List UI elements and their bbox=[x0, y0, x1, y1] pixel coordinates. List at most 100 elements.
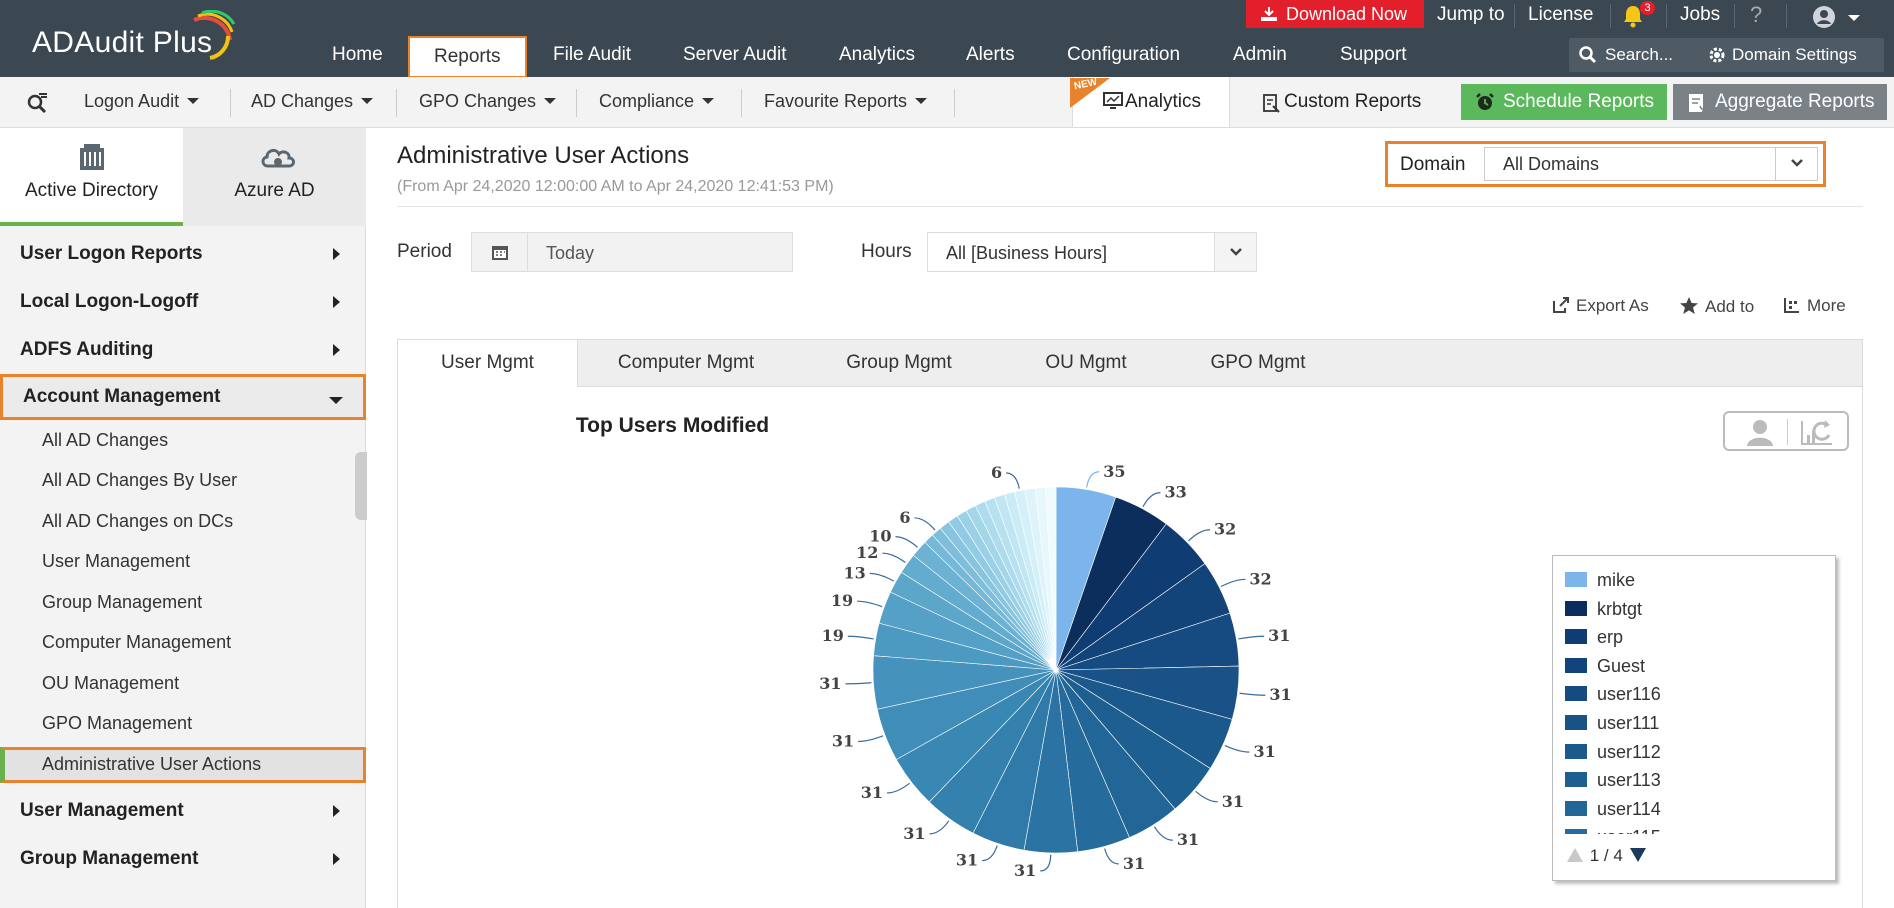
nav-home[interactable]: Home bbox=[332, 44, 383, 65]
sidebar-item-gpo-management[interactable]: GPO Management bbox=[42, 713, 193, 733]
sidebar-item-all-ad-changes-on-dcs[interactable]: All AD Changes on DCs bbox=[42, 511, 234, 531]
export-as-button[interactable]: Export As bbox=[1552, 296, 1649, 316]
user-view-icon[interactable] bbox=[1743, 418, 1777, 446]
nav-admin[interactable]: Admin bbox=[1233, 44, 1287, 65]
more-icon bbox=[1784, 298, 1799, 313]
legend-item[interactable]: user111 bbox=[1565, 709, 1825, 738]
hours-value: All [Business Hours] bbox=[946, 243, 1108, 263]
nav-file-audit[interactable]: File Audit bbox=[553, 44, 632, 65]
help-icon[interactable]: ? bbox=[1750, 2, 1763, 27]
legend-item[interactable]: user113 bbox=[1565, 766, 1825, 795]
download-now-button[interactable]: Download Now bbox=[1246, 0, 1424, 28]
aggregate-reports-button[interactable]: Aggregate Reports bbox=[1673, 84, 1887, 120]
tab-user-mgmt[interactable]: User Mgmt bbox=[398, 340, 578, 387]
menu-logon-audit[interactable]: Logon Audit bbox=[84, 91, 200, 112]
pie-connector bbox=[847, 635, 874, 640]
sidebar-group-account-management[interactable]: Account Management bbox=[0, 374, 366, 420]
sidebar-item-all-ad-changes[interactable]: All AD Changes bbox=[42, 430, 169, 450]
calendar-icon[interactable] bbox=[472, 233, 528, 271]
jobs-link[interactable]: Jobs bbox=[1680, 4, 1721, 25]
menu-favourite-reports[interactable]: Favourite Reports bbox=[764, 91, 928, 112]
sidebar-group-label: Local Logon-Logoff bbox=[20, 291, 199, 312]
menu-gpo-changes[interactable]: GPO Changes bbox=[419, 91, 557, 112]
legend-label: erp bbox=[1597, 627, 1624, 648]
sidebar-item-user-management[interactable]: User Management bbox=[42, 551, 191, 571]
custom-reports-button[interactable]: Custom Reports bbox=[1232, 77, 1460, 127]
legend-item[interactable]: user115 bbox=[1565, 823, 1825, 834]
nav-analytics[interactable]: Analytics bbox=[839, 44, 916, 65]
tab-azure-ad-label: Azure AD bbox=[234, 180, 315, 201]
nav-server-audit[interactable]: Server Audit bbox=[683, 44, 787, 65]
sidebar-group-group-management[interactable]: Group Management bbox=[0, 836, 366, 882]
sidebar-item-group-management[interactable]: Group Management bbox=[42, 592, 203, 612]
license-link[interactable]: License bbox=[1528, 4, 1594, 25]
pie-slice[interactable] bbox=[1045, 486, 1057, 671]
logo-arc-icon bbox=[193, 10, 236, 60]
chevron-down-icon[interactable] bbox=[1775, 148, 1817, 180]
legend-next-icon[interactable] bbox=[1628, 846, 1648, 864]
add-to-button[interactable]: Add to bbox=[1679, 296, 1754, 317]
app-logo[interactable]: ADAudit Plus bbox=[32, 26, 213, 59]
legend-prev-icon[interactable] bbox=[1565, 846, 1585, 864]
legend-label: user115 bbox=[1597, 827, 1661, 834]
nav-reports[interactable]: Reports bbox=[408, 36, 527, 78]
sidebar-group-user-logon-reports[interactable]: User Logon Reports bbox=[0, 231, 366, 277]
schedule-reports-button[interactable]: Schedule Reports bbox=[1461, 84, 1667, 120]
sidebar-item-all-ad-changes-by-user[interactable]: All AD Changes By User bbox=[42, 470, 238, 490]
search-filter-icon[interactable] bbox=[26, 91, 48, 113]
pie-data-label: 35 bbox=[1103, 462, 1125, 481]
pie-connector bbox=[1224, 744, 1250, 753]
top-header: ADAudit Plus Home Reports File Audit Ser… bbox=[0, 0, 1894, 78]
pie-connector bbox=[1220, 578, 1246, 588]
pie-data-label: 32 bbox=[1249, 569, 1271, 588]
nav-alerts[interactable]: Alerts bbox=[966, 44, 1015, 65]
tab-azure-ad[interactable]: Azure AD bbox=[183, 128, 366, 226]
bell-icon[interactable] bbox=[1622, 4, 1644, 28]
legend-item[interactable]: erp bbox=[1565, 623, 1825, 652]
sidebar-group-label: User Logon Reports bbox=[20, 243, 203, 264]
period-picker[interactable]: Today bbox=[471, 232, 793, 272]
pie-data-label: 10 bbox=[869, 527, 891, 546]
sidebar-group-local-logon-logoff[interactable]: Local Logon-Logoff bbox=[0, 279, 366, 325]
domain-settings-button[interactable]: Domain Settings bbox=[1698, 38, 1884, 72]
legend-item[interactable]: user112 bbox=[1565, 738, 1825, 767]
pie-connector bbox=[1006, 472, 1020, 489]
menu-label: Favourite Reports bbox=[764, 91, 908, 111]
legend-item[interactable]: krbtgt bbox=[1565, 595, 1825, 624]
tab-group-mgmt[interactable]: Group Mgmt bbox=[846, 352, 952, 373]
hours-dropdown[interactable]: All [Business Hours] bbox=[927, 232, 1257, 272]
sidebar-group-adfs-auditing[interactable]: ADFS Auditing bbox=[0, 327, 366, 373]
star-icon bbox=[1680, 297, 1698, 314]
nav-support[interactable]: Support bbox=[1340, 44, 1407, 65]
legend-item[interactable]: mike bbox=[1565, 566, 1825, 595]
tab-gpo-mgmt[interactable]: GPO Mgmt bbox=[1210, 352, 1306, 373]
nav-configuration[interactable]: Configuration bbox=[1067, 44, 1181, 65]
pie-data-label: 31 bbox=[832, 731, 854, 750]
legend-item[interactable]: Guest bbox=[1565, 652, 1825, 681]
export-icon bbox=[1553, 297, 1569, 313]
sidebar-group-label: Group Management bbox=[20, 848, 199, 869]
legend-label: krbtgt bbox=[1597, 598, 1643, 619]
tab-active-directory[interactable]: Active Directory bbox=[0, 128, 183, 226]
more-button[interactable]: More bbox=[1783, 296, 1846, 316]
pie-connector bbox=[914, 517, 936, 531]
search-button[interactable]: Search... bbox=[1569, 38, 1703, 72]
sidebar-item-administrative-user-actions[interactable]: Administrative User Actions bbox=[42, 754, 262, 774]
menu-ad-changes[interactable]: AD Changes bbox=[251, 91, 374, 112]
tab-computer-mgmt[interactable]: Computer Mgmt bbox=[617, 352, 755, 373]
legend-item[interactable]: user114 bbox=[1565, 795, 1825, 824]
menu-compliance[interactable]: Compliance bbox=[599, 91, 715, 112]
sidebar-collapse-handle[interactable] bbox=[355, 452, 367, 520]
jump-to-link[interactable]: Jump to bbox=[1437, 4, 1505, 25]
chart-refresh-icon[interactable] bbox=[1799, 417, 1835, 447]
sidebar-item-computer-management[interactable]: Computer Management bbox=[42, 632, 232, 652]
tab-ou-mgmt[interactable]: OU Mgmt bbox=[1045, 352, 1127, 373]
legend-label: user114 bbox=[1597, 798, 1661, 819]
user-avatar-icon[interactable] bbox=[1812, 4, 1864, 30]
chevron-down-icon[interactable] bbox=[1214, 233, 1256, 271]
legend-item[interactable]: user116 bbox=[1565, 680, 1825, 709]
caret-down-icon bbox=[544, 98, 557, 104]
domain-dropdown[interactable]: All Domains bbox=[1484, 147, 1818, 181]
sidebar-item-ou-management[interactable]: OU Management bbox=[42, 673, 180, 693]
sidebar-group-user-management[interactable]: User Management bbox=[0, 788, 366, 834]
